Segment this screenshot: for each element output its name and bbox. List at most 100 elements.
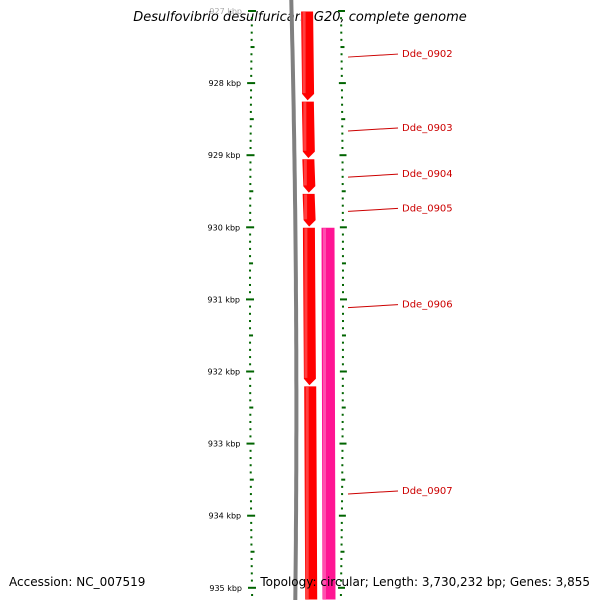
minor-tick-right [340, 60, 343, 63]
gene-highlight [303, 159, 307, 186]
minor-tick-left [249, 327, 252, 330]
minor-tick-left [249, 211, 252, 214]
minor-tick-right [341, 428, 344, 431]
minor-tick-right [341, 305, 344, 308]
minor-tick-right [340, 521, 343, 524]
tick-label: 930 kbp [208, 223, 241, 232]
minor-tick-left [249, 283, 252, 286]
gene-label-leader [347, 127, 399, 132]
minor-tick-left [249, 471, 252, 474]
minor-tick-right [340, 565, 343, 568]
minor-tick-right [341, 363, 344, 366]
minor-tick-left [250, 521, 253, 524]
gene-arrow[interactable] [301, 158, 317, 195]
major-tick-right [338, 514, 346, 517]
gene-arrow[interactable] [301, 226, 317, 387]
minor-tick-right [341, 457, 344, 460]
minor-tick-left [249, 305, 252, 308]
tick-label: 935 kbp [209, 584, 242, 593]
gene-highlight [302, 12, 306, 94]
minor-tick-left [249, 428, 252, 431]
tick-label: 932 kbp [208, 368, 241, 377]
minor-tick-right [341, 183, 344, 186]
map-title: Desulfovibrio desulfuricans G20, complet… [133, 10, 467, 25]
minor-tick-right [341, 485, 344, 488]
minor-tick-left [249, 219, 252, 222]
minor-tick-right [341, 146, 344, 149]
minor-tick-right [341, 168, 344, 171]
minor-tick-left [249, 233, 252, 236]
gene-label[interactable]: Dde_0907 [402, 486, 453, 497]
gene-highlight [304, 228, 308, 378]
minor-tick-left [249, 399, 252, 402]
major-tick-left [246, 154, 255, 157]
minor-tick-right [341, 500, 344, 503]
minor-tick-left [249, 96, 252, 99]
backbone-line [289, 0, 299, 600]
major-tick-right [339, 442, 347, 445]
minor-tick-right [341, 255, 344, 258]
minor-tick-right [341, 312, 344, 315]
gene-arrow[interactable] [301, 192, 317, 229]
minor-tick-right [340, 89, 343, 92]
minor-tick-left [249, 341, 252, 344]
minor-tick-right [341, 190, 346, 193]
minor-tick-right [341, 464, 344, 467]
minor-tick-right [341, 247, 344, 250]
gene-arrow[interactable] [303, 385, 319, 600]
gene-label[interactable]: Dde_0903 [402, 123, 453, 134]
gene-label-leader [347, 173, 399, 178]
minor-tick-right [341, 211, 344, 214]
minor-tick-right [341, 103, 344, 106]
minor-tick-left [249, 478, 254, 481]
gene-label[interactable]: Dde_0902 [402, 49, 453, 60]
minor-tick-left [250, 579, 253, 582]
minor-tick-left [250, 46, 255, 49]
feature-bar[interactable] [320, 226, 337, 600]
minor-tick-right [341, 348, 344, 351]
minor-tick-right [340, 529, 343, 532]
minor-tick-left [249, 348, 252, 351]
minor-tick-left [249, 312, 252, 315]
minor-tick-left [250, 89, 253, 92]
minor-tick-right [341, 233, 344, 236]
gene-label[interactable]: Dde_0906 [402, 300, 453, 311]
minor-tick-left [250, 67, 253, 70]
minor-tick-left [250, 24, 253, 27]
minor-tick-left [249, 132, 252, 135]
minor-tick-right [341, 204, 344, 207]
gene-highlight [304, 194, 308, 220]
minor-tick-left [249, 500, 252, 503]
minor-tick-right [341, 291, 344, 294]
minor-tick-right [340, 557, 343, 560]
minor-tick-left [249, 435, 252, 438]
minor-tick-left [249, 363, 252, 366]
minor-tick-right [341, 219, 344, 222]
minor-tick-right [340, 543, 343, 546]
gene-label-leader [347, 207, 399, 212]
gene-label[interactable]: Dde_0904 [402, 169, 453, 180]
minor-tick-left [249, 190, 254, 193]
minor-tick-right [340, 550, 345, 553]
ruler-right [337, 10, 347, 597]
minor-tick-left [249, 204, 252, 207]
gene-label[interactable]: Dde_0905 [402, 203, 453, 214]
minor-tick-left [249, 118, 254, 121]
minor-tick-left [249, 449, 252, 452]
gene-arrow[interactable] [300, 10, 316, 102]
gene-arrow[interactable] [300, 100, 316, 160]
gene-labels: Dde_0902 Dde_0903 Dde_0904 Dde_0905 Dde_0906… [347, 49, 453, 497]
minor-tick-left [250, 557, 253, 560]
minor-tick-right [341, 399, 344, 402]
minor-tick-right [341, 471, 344, 474]
minor-tick-left [250, 53, 253, 56]
minor-tick-right [341, 341, 344, 344]
minor-tick-left [250, 38, 253, 41]
minor-tick-left [250, 31, 253, 34]
minor-tick-right [341, 384, 344, 387]
minor-tick-left [250, 565, 253, 568]
minor-tick-right [340, 536, 343, 539]
minor-tick-left [249, 103, 252, 106]
minor-tick-right [340, 24, 343, 27]
major-tick-left [248, 10, 257, 12]
